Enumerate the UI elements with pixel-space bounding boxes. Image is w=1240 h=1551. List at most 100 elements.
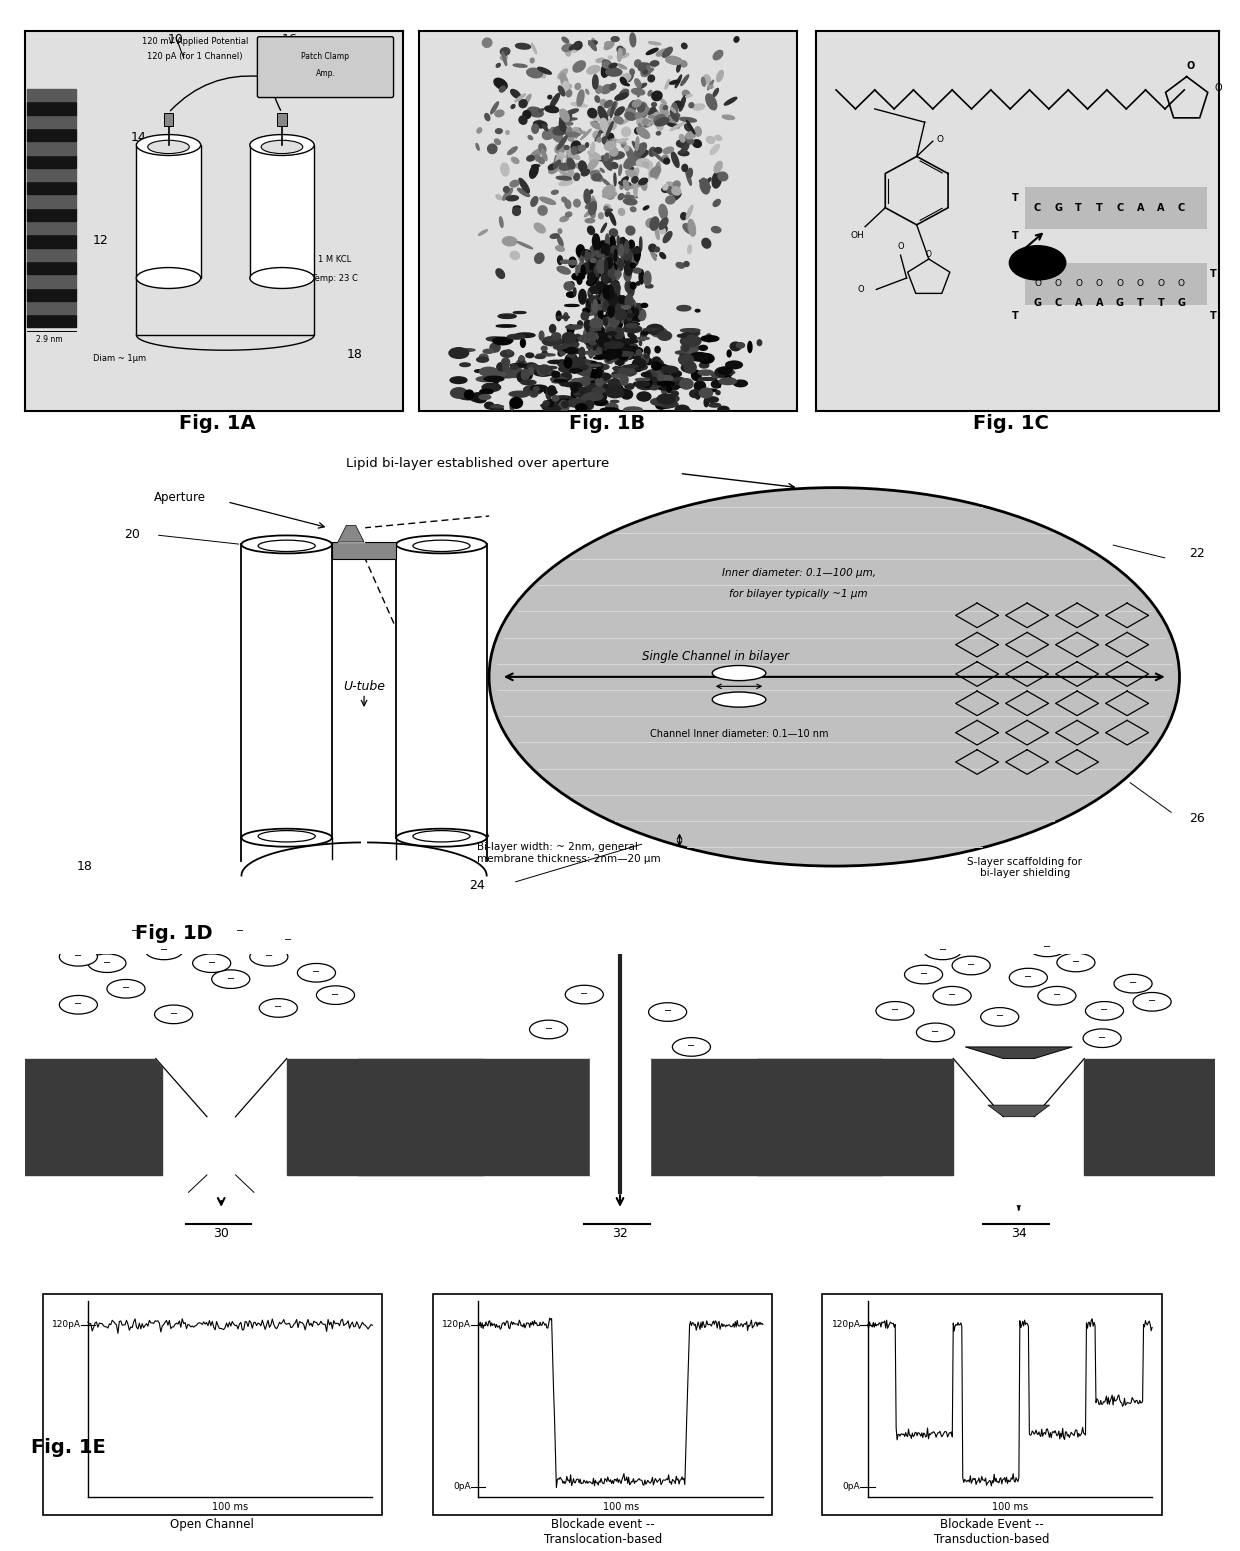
Ellipse shape	[637, 104, 645, 112]
Ellipse shape	[613, 368, 627, 369]
Ellipse shape	[620, 347, 632, 351]
Circle shape	[932, 986, 971, 1005]
Ellipse shape	[636, 107, 649, 118]
Ellipse shape	[631, 88, 645, 95]
Ellipse shape	[563, 82, 569, 90]
Ellipse shape	[582, 377, 590, 386]
Text: O: O	[1178, 279, 1185, 288]
Ellipse shape	[631, 251, 639, 265]
Ellipse shape	[588, 254, 596, 267]
Ellipse shape	[626, 324, 639, 327]
Text: T: T	[1096, 203, 1102, 212]
Text: −: −	[274, 1002, 283, 1013]
Bar	[27, 236, 76, 248]
Ellipse shape	[651, 386, 658, 389]
Ellipse shape	[652, 378, 658, 382]
Ellipse shape	[629, 101, 637, 113]
Ellipse shape	[568, 45, 578, 53]
Bar	[756, 1059, 954, 1176]
Ellipse shape	[621, 141, 625, 147]
Ellipse shape	[615, 368, 635, 374]
Text: T: T	[1075, 203, 1083, 212]
Ellipse shape	[656, 402, 666, 409]
Ellipse shape	[605, 386, 624, 397]
Text: −: −	[920, 969, 928, 979]
Ellipse shape	[677, 64, 681, 71]
Ellipse shape	[601, 293, 605, 301]
Ellipse shape	[734, 380, 748, 386]
Ellipse shape	[1009, 245, 1066, 279]
Polygon shape	[188, 1176, 254, 1193]
Ellipse shape	[629, 310, 635, 321]
Ellipse shape	[610, 310, 615, 313]
Ellipse shape	[501, 351, 513, 357]
Ellipse shape	[615, 256, 618, 264]
Text: A: A	[1137, 203, 1145, 212]
Ellipse shape	[671, 152, 680, 168]
Ellipse shape	[604, 205, 610, 208]
Ellipse shape	[460, 363, 470, 366]
Ellipse shape	[663, 158, 670, 164]
Ellipse shape	[652, 92, 662, 101]
Ellipse shape	[613, 354, 629, 363]
Ellipse shape	[596, 259, 605, 273]
Ellipse shape	[613, 140, 626, 144]
Ellipse shape	[587, 396, 604, 399]
Ellipse shape	[608, 239, 610, 250]
Ellipse shape	[585, 253, 596, 265]
Ellipse shape	[625, 323, 640, 326]
Bar	[650, 1059, 882, 1176]
Ellipse shape	[621, 177, 629, 183]
Ellipse shape	[629, 321, 632, 326]
Ellipse shape	[625, 185, 641, 189]
Ellipse shape	[594, 242, 598, 253]
Ellipse shape	[585, 250, 588, 262]
Ellipse shape	[413, 831, 470, 842]
Ellipse shape	[525, 363, 538, 372]
Text: A: A	[1157, 203, 1164, 212]
Ellipse shape	[626, 347, 632, 358]
Ellipse shape	[575, 347, 579, 351]
Ellipse shape	[657, 360, 663, 372]
Ellipse shape	[589, 337, 598, 351]
Ellipse shape	[627, 250, 637, 259]
Circle shape	[1056, 954, 1095, 972]
Text: O: O	[1157, 279, 1164, 288]
Text: O: O	[937, 135, 944, 144]
Text: −: −	[949, 990, 956, 1000]
Ellipse shape	[677, 335, 687, 337]
Ellipse shape	[413, 540, 470, 552]
Ellipse shape	[715, 391, 720, 394]
Ellipse shape	[656, 48, 671, 56]
Ellipse shape	[635, 315, 641, 321]
Ellipse shape	[557, 177, 572, 180]
Ellipse shape	[599, 265, 608, 270]
Ellipse shape	[590, 259, 596, 262]
Ellipse shape	[510, 402, 515, 411]
Circle shape	[1028, 938, 1066, 957]
Text: 18: 18	[346, 347, 362, 360]
Ellipse shape	[621, 127, 630, 136]
Ellipse shape	[593, 74, 598, 88]
Ellipse shape	[645, 119, 650, 126]
Ellipse shape	[613, 312, 620, 326]
Ellipse shape	[625, 186, 630, 189]
Ellipse shape	[694, 127, 702, 136]
Text: O: O	[926, 250, 931, 259]
Ellipse shape	[531, 197, 538, 206]
Ellipse shape	[662, 47, 672, 57]
Ellipse shape	[595, 394, 603, 399]
Ellipse shape	[558, 236, 563, 247]
Text: −: −	[687, 1041, 696, 1052]
Ellipse shape	[601, 85, 611, 93]
Ellipse shape	[496, 324, 516, 327]
Ellipse shape	[610, 102, 615, 118]
Ellipse shape	[511, 364, 517, 369]
Ellipse shape	[573, 288, 577, 296]
Ellipse shape	[588, 109, 596, 118]
Bar	[27, 222, 76, 234]
Ellipse shape	[594, 321, 603, 335]
Ellipse shape	[601, 244, 610, 256]
Ellipse shape	[625, 316, 629, 330]
Ellipse shape	[559, 377, 568, 386]
